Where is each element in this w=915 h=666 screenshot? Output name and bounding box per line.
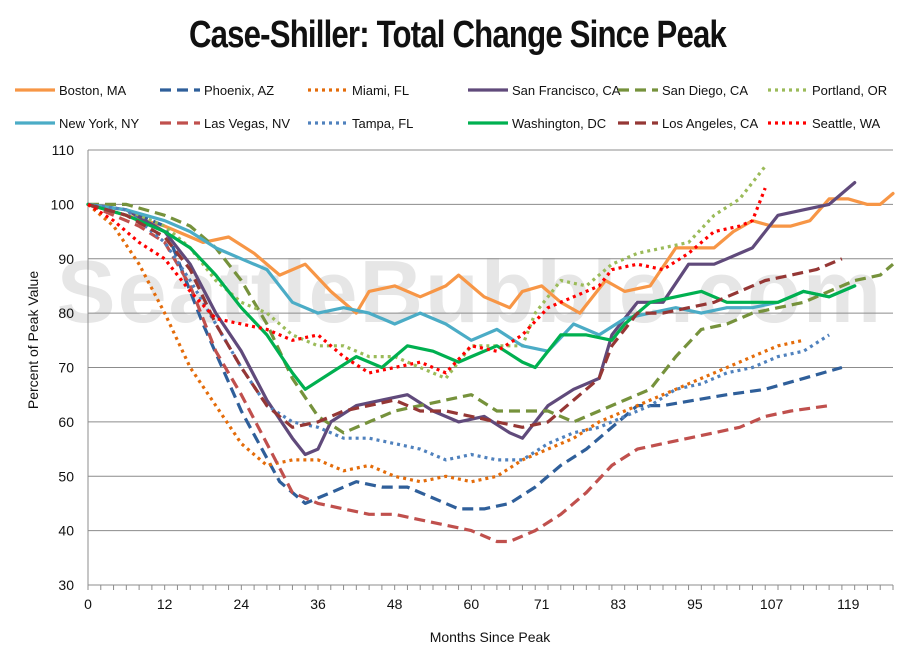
series-line-portland-or [87,165,767,380]
x-tick-label: 83 [610,596,626,612]
axis-layer: 30 40 50 60 70 80 90 100 110 0 12 24 36 48 60 71 83 95 107… [51,142,894,612]
legend-label: Phoenix, AZ [204,83,274,98]
legend-label: Portland, OR [812,83,887,98]
y-axis-label: Percent of Peak Value [25,271,41,409]
grid-layer [88,149,893,586]
series-line-washington-dc [86,202,857,391]
legend-label: Tampa, FL [352,116,413,131]
x-tick-label: 60 [464,596,480,612]
chart-title: Case-Shiller: Total Change Since Peak [188,14,727,56]
x-tick-label: 48 [387,596,403,612]
y-tick-label: 60 [58,414,74,430]
y-tick-label: 100 [51,196,75,212]
x-tick-label: 12 [157,596,173,612]
legend-label: Las Vegas, NV [204,116,290,131]
series-layer [86,165,895,544]
y-tick-label: 70 [58,360,74,376]
y-tick-label: 110 [52,142,75,158]
series-line-seattle-wa [87,187,767,375]
legend-label: San Francisco, CA [512,83,621,98]
series-line-san-francisco-ca [86,181,857,457]
x-tick-label: 71 [534,596,550,612]
legend-label: Boston, MA [59,83,127,98]
series-line-tampa-fl [87,202,830,462]
series-line-miami-fl [86,203,804,484]
y-tick-label: 40 [58,523,74,539]
x-axis-label: Months Since Peak [430,629,552,645]
x-tick-label: 95 [687,596,703,612]
series-line-new-york-ny [86,202,857,353]
legend-label: Seattle, WA [812,116,880,131]
legend-label: New York, NY [59,116,140,131]
series-line-los-angeles-ca [87,202,843,429]
x-tick-label: 36 [310,596,326,612]
y-tick-label: 30 [58,577,74,593]
y-tick-label: 80 [58,305,74,321]
series-line-boston-ma [86,191,895,315]
legend-label: Los Angeles, CA [662,116,758,131]
legend: Boston, MA Phoenix, AZ Miami, FL San Franci… [15,83,887,131]
series-line-phoenix-az [87,202,843,511]
x-tick-label: 0 [84,596,92,612]
x-tick-label: 107 [760,596,784,612]
legend-label: Miami, FL [352,83,409,98]
legend-label: San Diego, CA [662,83,748,98]
series-line-san-diego-ca [88,202,895,435]
x-tick-label: 119 [837,596,860,612]
x-tick-label: 24 [234,596,250,612]
legend-label: Washington, DC [512,116,606,131]
series-line-las-vegas-nv [87,202,830,544]
y-tick-label: 90 [58,251,74,267]
y-tick-label: 50 [58,468,74,484]
